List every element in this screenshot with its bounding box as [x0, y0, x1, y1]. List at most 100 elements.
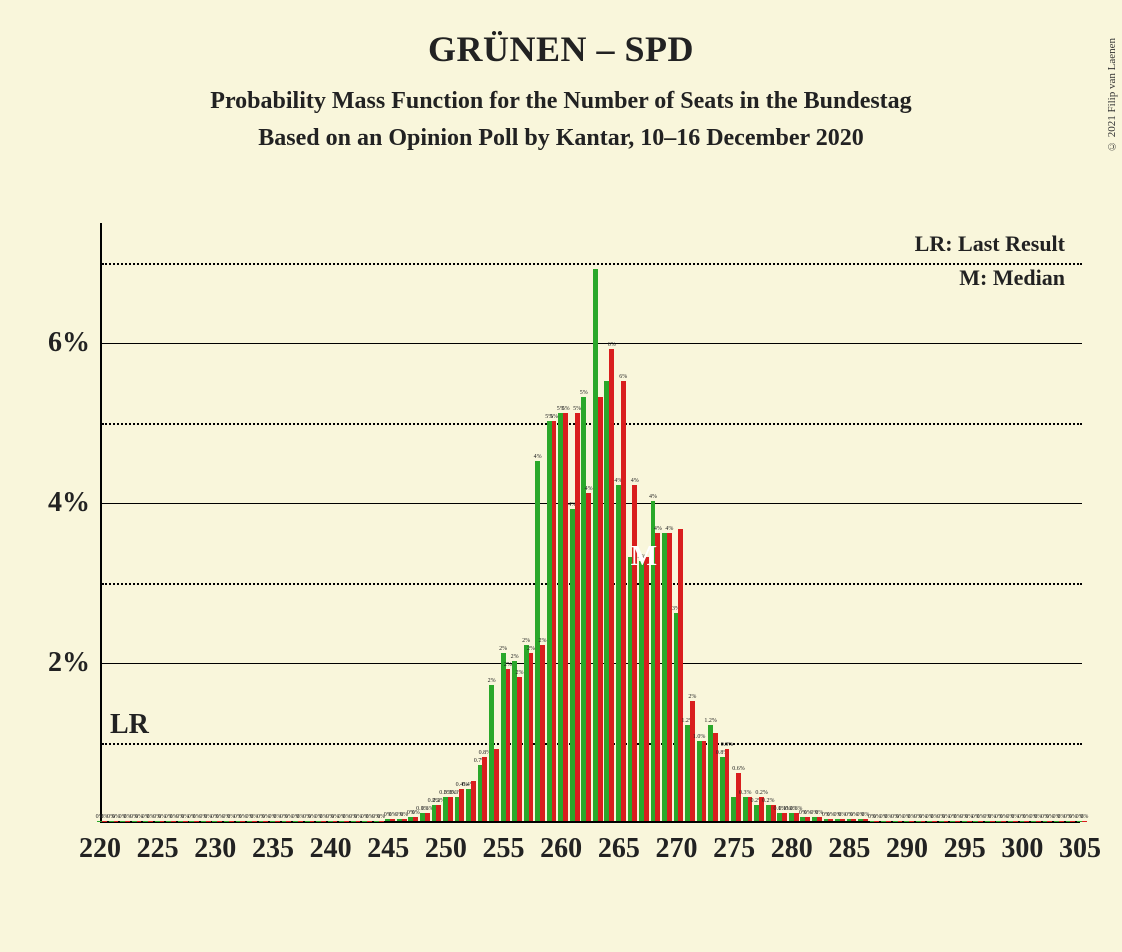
- bar-red: 0%: [321, 821, 326, 822]
- bar-red: 0%: [217, 821, 222, 822]
- bar-red: 0%: [310, 821, 315, 822]
- bar-red: 5%: [552, 421, 557, 821]
- bar-red: 2%: [506, 669, 511, 821]
- bar-red: 0%: [840, 819, 845, 821]
- bar-red: 0%: [828, 819, 833, 821]
- bar-red: [598, 397, 603, 821]
- bar-red: 0.4%: [459, 789, 464, 821]
- bar-red: 0%: [344, 821, 349, 822]
- x-axis-label: 280: [771, 833, 813, 865]
- chart-subtitle-1: Probability Mass Function for the Number…: [0, 88, 1122, 115]
- bar-red: 0.1%: [425, 813, 430, 821]
- bar-value-label: 1.2%: [704, 718, 717, 724]
- bar-red: 0%: [240, 821, 245, 822]
- bar-red: 5%: [563, 413, 568, 821]
- bar-red: 2%: [517, 677, 522, 821]
- plot-area: 0% 0% 0% 0% 0% 0% 0% 0% 0% 0% 0% 0% 0% 0% 0% 0% 0% 0% 0% 0%…: [100, 223, 1080, 823]
- bar-value-label: 6%: [619, 374, 627, 380]
- bar-value-label: 5%: [562, 406, 570, 412]
- annotation-last-result: LR: [110, 709, 149, 741]
- bar-red: 0.6%: [736, 773, 741, 821]
- bar-red: 0.1%: [794, 813, 799, 821]
- bar-red: 0.3%: [448, 797, 453, 821]
- bar-red: 0%: [286, 821, 291, 822]
- bar-red: 5%: [575, 413, 580, 821]
- bar-value-label: 4%: [585, 486, 593, 492]
- bar-value-label: 0.9%: [721, 742, 734, 748]
- bar-red: 0%: [863, 819, 868, 821]
- bar-red: 0%: [1001, 821, 1006, 822]
- bar-red: 0%: [805, 817, 810, 821]
- bar-red: 0.8%: [482, 757, 487, 821]
- x-axis-label: 225: [137, 833, 179, 865]
- x-axis-label: 275: [713, 833, 755, 865]
- bar-value-label: 4%: [654, 526, 662, 532]
- bar-red: 0%: [909, 821, 914, 822]
- bar-red: 0%: [148, 821, 153, 822]
- bar-red: 0%: [367, 821, 372, 822]
- bar-red: 4%: [632, 485, 637, 821]
- bar-red: 0%: [955, 821, 960, 822]
- bar-red: 0.9%: [725, 749, 730, 821]
- bar-value-label: 0.6%: [732, 766, 745, 772]
- bar-red: 0.1%: [782, 813, 787, 821]
- bar-red: 0%: [851, 819, 856, 821]
- bar-red: 0%: [886, 821, 891, 822]
- bar-red: 0%: [1047, 821, 1052, 822]
- bar-red: 0%: [921, 821, 926, 822]
- bar-value-label: 2%: [527, 646, 535, 652]
- x-axis-label: 305: [1059, 833, 1101, 865]
- bar-value-label: 5%: [550, 414, 558, 420]
- bar-red: [644, 557, 649, 821]
- bar-red: 0%: [402, 819, 407, 821]
- bar-red: 0%: [379, 821, 384, 822]
- bar-value-label: 2%: [511, 654, 519, 660]
- bar-red: 0%: [229, 821, 234, 822]
- bar-red: 0%: [978, 821, 983, 822]
- bar-red: 4%: [667, 533, 672, 821]
- bar-red: 0%: [1070, 821, 1075, 822]
- bar-red: 0%: [932, 821, 937, 822]
- bar-red: 0%: [1059, 821, 1064, 822]
- bar-red: 6%: [621, 381, 626, 821]
- y-axis-label: 4%: [20, 487, 90, 519]
- x-axis-label: 240: [310, 833, 352, 865]
- bar-red: 0%: [967, 821, 972, 822]
- bar-red: [471, 781, 476, 821]
- bar-value-label: 4%: [665, 526, 673, 532]
- bar-red: 0%: [194, 821, 199, 822]
- bar-red: 0%: [356, 821, 361, 822]
- bar-red: [713, 733, 718, 821]
- bar-red: 0%: [114, 821, 119, 822]
- bar-value-label: 1.0%: [693, 734, 706, 740]
- bar-red: 0%: [1013, 821, 1018, 822]
- annotation-median: M: [631, 541, 657, 573]
- y-axis-label: 2%: [20, 647, 90, 679]
- bar-value-label: 6%: [608, 342, 616, 348]
- copyright-text: © 2021 Filip van Laenen: [1106, 38, 1118, 152]
- bar-red: [678, 529, 683, 821]
- bar-red: 4%: [586, 493, 591, 821]
- bar-value-label: 2%: [515, 670, 523, 676]
- bar-red: [494, 749, 499, 821]
- bar-value-label: 4%: [649, 494, 657, 500]
- bar-value-label: 0%: [1080, 814, 1088, 820]
- bar-value-label: 2%: [539, 638, 547, 644]
- bar-value-label: 4%: [534, 454, 542, 460]
- x-axis-label: 250: [425, 833, 467, 865]
- legend-median: M: Median: [915, 265, 1065, 291]
- bar-red: 0%: [183, 821, 188, 822]
- bar-value-label: 0.2%: [755, 790, 768, 796]
- bar-value-label: 2%: [522, 638, 530, 644]
- x-axis-label: 230: [194, 833, 236, 865]
- bar-value-label: 2%: [499, 646, 507, 652]
- bar-red: 0%: [817, 817, 822, 821]
- bar-red: 0%: [333, 821, 338, 822]
- x-axis-label: 255: [483, 833, 525, 865]
- bar-red: 0%: [390, 819, 395, 821]
- bar-value-label: 5%: [580, 390, 588, 396]
- x-axis-label: 235: [252, 833, 294, 865]
- x-axis-label: 270: [655, 833, 697, 865]
- bar-red: 0%: [252, 821, 257, 822]
- bar-value-label: 4%: [631, 478, 639, 484]
